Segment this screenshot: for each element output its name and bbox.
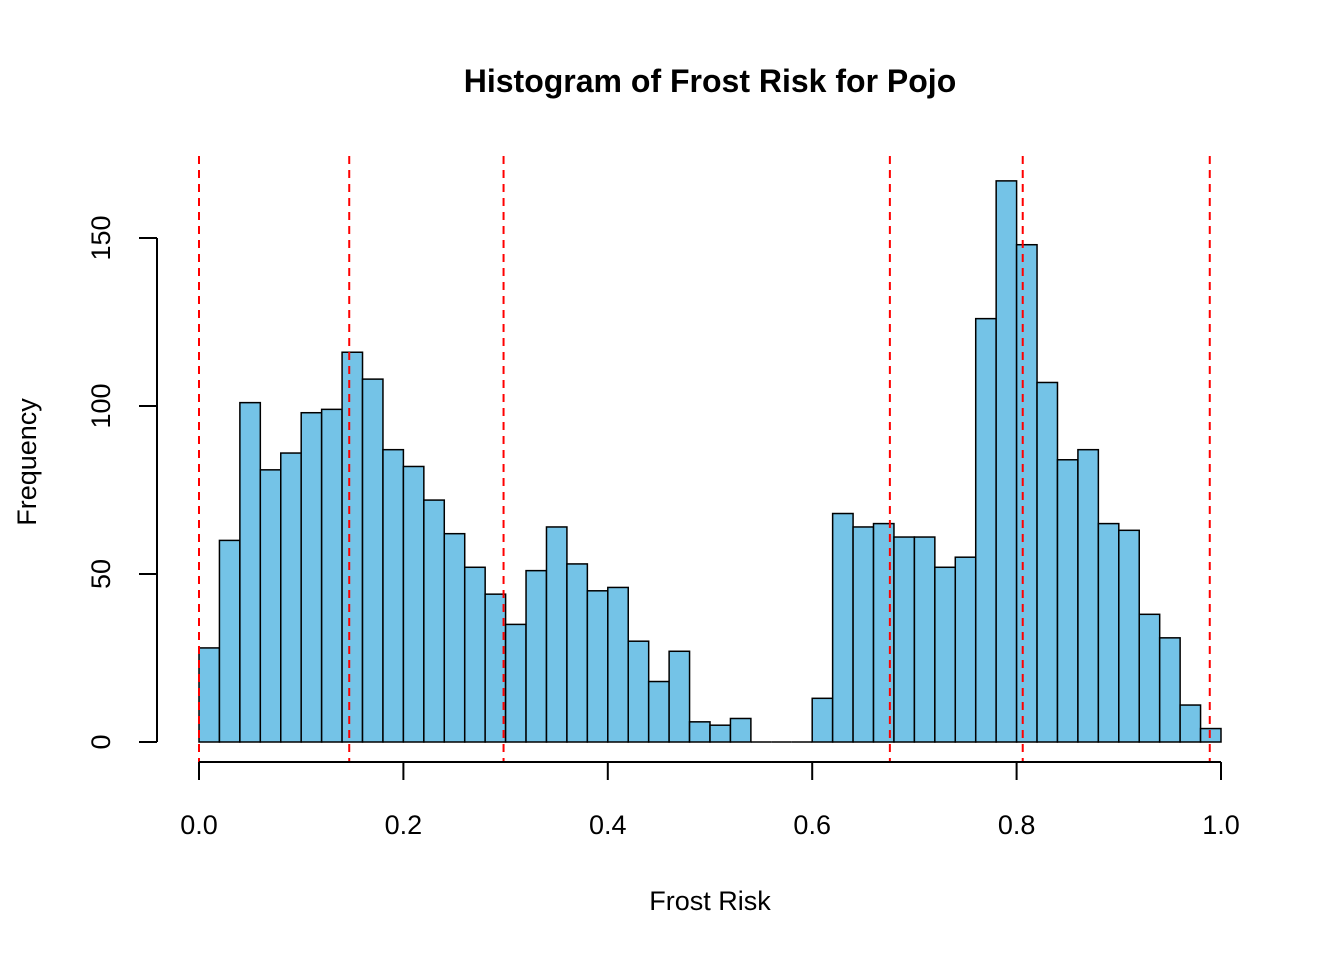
histogram-bar xyxy=(893,536,916,743)
histogram-bar xyxy=(423,499,446,743)
histogram-bar xyxy=(1199,727,1222,743)
chart-title: Histogram of Frost Risk for Pojo xyxy=(464,63,956,99)
histogram-bar xyxy=(1097,522,1120,743)
x-tick-label: 0.0 xyxy=(180,810,218,840)
x-tick-label: 1.0 xyxy=(1202,810,1240,840)
histogram-bar xyxy=(913,536,936,743)
histogram-bar xyxy=(320,408,343,743)
histogram-bar xyxy=(218,539,241,743)
histogram-bar xyxy=(402,465,425,743)
histogram-bar xyxy=(300,411,323,743)
histogram-bar xyxy=(934,566,957,743)
x-tick-label: 0.8 xyxy=(998,810,1036,840)
histogram-bar xyxy=(1077,448,1100,743)
histogram-bar xyxy=(811,697,834,743)
histogram-bar xyxy=(504,623,527,743)
histogram-bar xyxy=(545,526,568,743)
histogram-bar xyxy=(995,180,1018,743)
y-tick-label: 50 xyxy=(86,559,116,589)
histogram-bar xyxy=(1056,459,1079,743)
histogram-bar xyxy=(1158,637,1181,743)
bars-group xyxy=(198,180,1222,743)
histogram-bar xyxy=(198,647,221,743)
histogram-bar xyxy=(525,569,548,743)
y-tick-label: 0 xyxy=(86,734,116,749)
x-axis-label: Frost Risk xyxy=(649,886,771,916)
histogram-bar xyxy=(280,452,302,743)
y-axis: 0 50 100 150 xyxy=(86,215,158,750)
histogram-bar xyxy=(361,378,384,743)
histogram-bar xyxy=(627,640,650,743)
histogram-bar xyxy=(647,680,670,743)
histogram-bar xyxy=(852,526,875,743)
histogram-bar xyxy=(463,566,486,743)
histogram-bar xyxy=(974,317,997,743)
histogram-bar xyxy=(831,512,854,743)
y-axis-label: Frequency xyxy=(12,398,42,526)
histogram-bar xyxy=(709,724,732,743)
histogram-bar xyxy=(259,469,282,743)
histogram-bar xyxy=(586,590,609,743)
y-tick-label: 150 xyxy=(86,215,116,260)
histogram-bar xyxy=(607,586,629,743)
reference-lines-group xyxy=(198,156,1211,762)
x-tick-label: 0.4 xyxy=(589,810,627,840)
x-tick-label: 0.6 xyxy=(793,810,831,840)
histogram-bar xyxy=(1118,529,1140,743)
histogram-bar xyxy=(341,351,364,743)
histogram-bar xyxy=(1015,243,1038,743)
histogram-bar xyxy=(239,401,262,743)
histogram-bar xyxy=(443,532,466,743)
histogram-bar xyxy=(1036,381,1059,743)
histogram-bar xyxy=(1138,613,1161,743)
histogram-bar xyxy=(729,717,752,743)
histogram-bar xyxy=(668,650,691,743)
y-tick-label: 100 xyxy=(86,383,116,428)
x-axis: 0.0 0.2 0.4 0.6 0.8 1.0 xyxy=(180,761,1240,840)
histogram-bar xyxy=(484,593,507,743)
histogram-bar xyxy=(872,522,895,743)
histogram-bar xyxy=(566,563,589,743)
histogram-bar xyxy=(688,721,711,743)
histogram-bar xyxy=(954,556,977,743)
histogram-bar xyxy=(1179,704,1202,743)
histogram-bar xyxy=(382,448,405,743)
x-tick-label: 0.2 xyxy=(385,810,423,840)
